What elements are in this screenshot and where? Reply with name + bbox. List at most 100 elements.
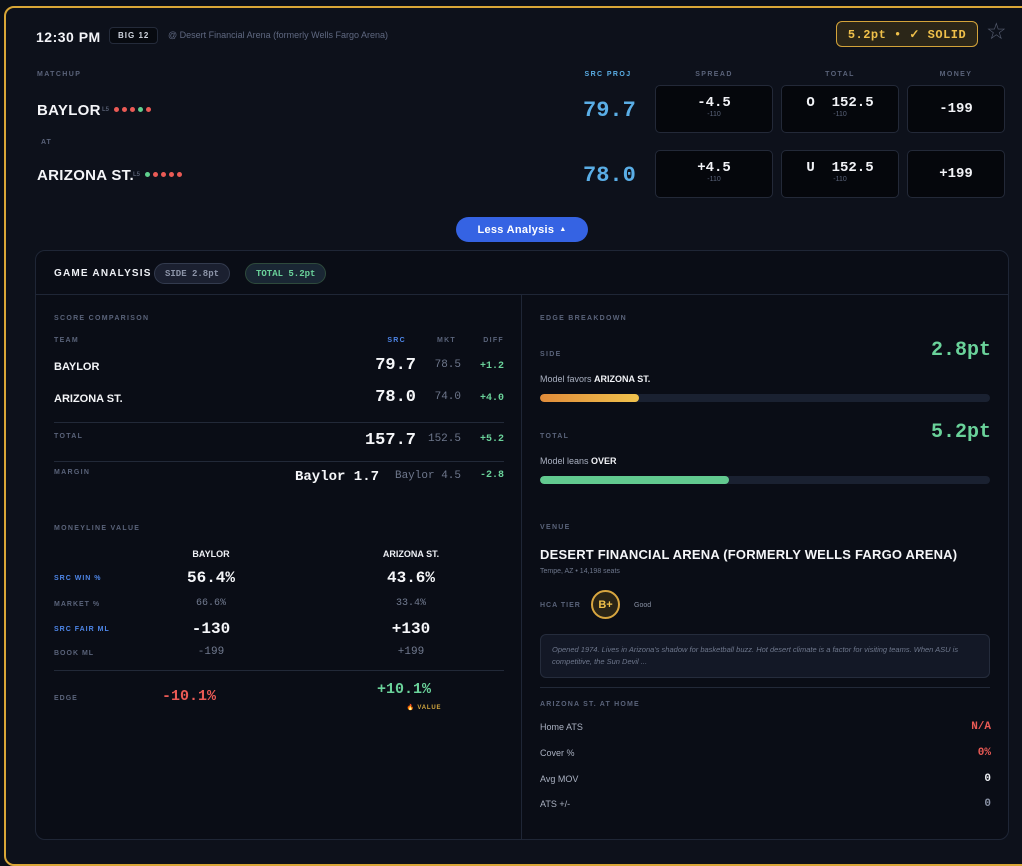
margin-row-src: Baylor 1.7	[294, 469, 379, 485]
total-edge-value: 5.2pt	[930, 421, 991, 444]
value-tag: 🔥 VALUE	[364, 704, 484, 711]
total-edge-bar	[540, 476, 990, 484]
win-dot	[145, 172, 150, 177]
at-label: AT	[41, 139, 52, 146]
moneyline-value: -199	[939, 101, 973, 117]
home-stat-key: Cover %	[540, 748, 575, 758]
game-analysis-panel: GAME ANALYSIS SIDE 2.8pt TOTAL 5.2pt SCO…	[35, 250, 1009, 840]
total-row-label: TOTAL	[54, 433, 84, 440]
margin-row-label: MARGIN	[54, 469, 91, 476]
edge-rating-pill: 5.2pt • ✓ SOLID	[836, 21, 978, 47]
divider	[54, 422, 504, 423]
src-proj-column-label: SRC PROJ	[584, 71, 632, 78]
src-win-label: SRC WIN %	[54, 575, 102, 582]
divider	[540, 687, 990, 688]
score-row-diff: +4.0	[479, 393, 504, 404]
star-icon[interactable]: ☆	[986, 18, 1007, 44]
venue-name: DESERT FINANCIAL ARENA (FORMERLY WELLS F…	[540, 547, 958, 562]
side-text-prefix: Model favors	[540, 374, 592, 384]
loss-dot	[153, 172, 158, 177]
moneyline-value-label: MONEYLINE VALUE	[54, 525, 141, 532]
loss-dot	[169, 172, 174, 177]
team-header: TEAM	[54, 337, 80, 344]
home-stat-value: 0	[984, 798, 991, 810]
last5-label: L5	[102, 107, 110, 113]
total-edge-bar-fill	[540, 476, 729, 484]
team-name-home: ARIZONA ST.	[37, 167, 134, 184]
spread-value: -4.5	[697, 95, 731, 111]
spread-odds: -110	[707, 111, 721, 118]
total-value: U 152.5	[806, 160, 874, 176]
diff-header: DIFF	[483, 337, 504, 344]
margin-row-diff: -2.8	[479, 470, 504, 481]
venue-note: Opened 1974. Lives in Arizona's shadow f…	[540, 634, 990, 678]
total-bet-under[interactable]: U 152.5 -110	[781, 150, 899, 198]
market-pct-label: MARKET %	[54, 601, 101, 608]
score-row-mkt: 74.0	[434, 391, 461, 403]
src-win-a: 56.4%	[186, 569, 235, 587]
win-dot	[138, 107, 143, 112]
moneyline-bet-away[interactable]: -199	[907, 85, 1005, 133]
spread-bet-away[interactable]: -4.5 -110	[655, 85, 773, 133]
src-header: SRC	[387, 337, 406, 344]
fire-icon: 🔥	[406, 705, 415, 711]
loss-dot	[114, 107, 119, 112]
score-row-mkt: 78.5	[434, 359, 461, 371]
edge-breakdown-label: EDGE BREAKDOWN	[540, 315, 628, 322]
loss-dot	[122, 107, 127, 112]
home-stat-value: N/A	[971, 721, 991, 733]
side-text-team: ARIZONA ST.	[594, 374, 651, 384]
spread-column-label: SPREAD	[695, 71, 733, 78]
column-divider	[521, 295, 522, 839]
caret-up-icon: ▲	[559, 226, 567, 233]
total-bet-over[interactable]: O 152.5 -110	[781, 85, 899, 133]
home-stat-key: Avg MOV	[540, 774, 579, 784]
src-projection-home: 78.0	[583, 163, 636, 188]
venue-section-label: VENUE	[540, 524, 571, 531]
divider	[54, 670, 504, 671]
src-fair-ml-a: -130	[191, 620, 231, 638]
score-row-src: 79.7	[375, 356, 416, 375]
total-column-label: TOTAL	[825, 71, 855, 78]
book-ml-label: BOOK ML	[54, 650, 95, 657]
src-fair-ml-b: +130	[391, 620, 431, 638]
total-model-text: Model leans OVER	[540, 456, 617, 466]
moneyline-team-a: BAYLOR	[192, 549, 230, 559]
total-row-src: 157.7	[364, 431, 416, 450]
score-row-src: 78.0	[375, 388, 416, 407]
market-pct-b: 33.4%	[395, 598, 426, 609]
total-text-team: OVER	[591, 456, 617, 466]
home-stat-value: 0	[984, 773, 991, 785]
total-odds: -110	[833, 176, 847, 183]
last5-dots-away	[114, 107, 151, 112]
side-edge-value: 2.8pt	[930, 339, 991, 362]
spread-value: +4.5	[697, 160, 731, 176]
side-edge-chip[interactable]: SIDE 2.8pt	[154, 263, 231, 284]
matchup-column-label: MATCHUP	[37, 71, 82, 78]
total-value: O 152.5	[806, 95, 874, 111]
analysis-header: GAME ANALYSIS SIDE 2.8pt TOTAL 5.2pt	[36, 251, 1008, 295]
hca-grade-word: Good	[634, 602, 652, 609]
margin-row-mkt: Baylor 4.5	[394, 470, 461, 482]
loss-dot	[146, 107, 151, 112]
money-column-label: MONEY	[939, 71, 973, 78]
src-win-b: 43.6%	[386, 569, 435, 587]
loss-dot	[130, 107, 135, 112]
mkt-header: MKT	[436, 337, 456, 344]
team-name-away: BAYLOR	[37, 102, 101, 119]
side-label: SIDE	[540, 351, 562, 358]
value-tag-label: VALUE	[417, 705, 442, 711]
hca-tier-label: HCA TIER	[540, 602, 581, 609]
edge-a: -10.1%	[161, 688, 216, 705]
conference-badge: BIG 12	[109, 27, 159, 44]
moneyline-team-b: ARIZONA ST.	[382, 549, 440, 559]
venue-line: @ Desert Financial Arena (formerly Wells…	[168, 30, 389, 40]
less-analysis-button[interactable]: Less Analysis ▲	[456, 217, 588, 242]
total-edge-chip[interactable]: TOTAL 5.2pt	[245, 263, 327, 284]
analysis-title: GAME ANALYSIS	[54, 268, 152, 279]
home-stat-value: 0%	[977, 747, 991, 759]
spread-bet-home[interactable]: +4.5 -110	[655, 150, 773, 198]
moneyline-bet-home[interactable]: +199	[907, 150, 1005, 198]
last5-label: L5	[133, 172, 141, 178]
less-analysis-label: Less Analysis	[477, 223, 555, 236]
